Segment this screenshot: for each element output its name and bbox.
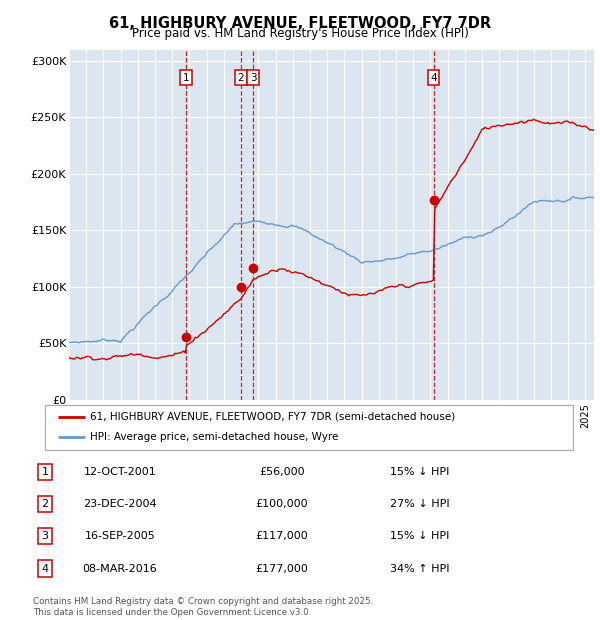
Text: £56,000: £56,000 <box>259 467 305 477</box>
Text: 15% ↓ HPI: 15% ↓ HPI <box>391 467 449 477</box>
Text: 16-SEP-2005: 16-SEP-2005 <box>85 531 155 541</box>
Text: 23-DEC-2004: 23-DEC-2004 <box>83 499 157 509</box>
Text: HPI: Average price, semi-detached house, Wyre: HPI: Average price, semi-detached house,… <box>90 432 338 443</box>
Text: 34% ↑ HPI: 34% ↑ HPI <box>390 564 450 574</box>
Text: 1: 1 <box>182 73 189 83</box>
Text: 4: 4 <box>41 564 49 574</box>
Text: 12-OCT-2001: 12-OCT-2001 <box>83 467 157 477</box>
Text: £100,000: £100,000 <box>256 499 308 509</box>
Text: 3: 3 <box>250 73 257 83</box>
Text: £117,000: £117,000 <box>256 531 308 541</box>
Text: 3: 3 <box>41 531 49 541</box>
Text: 2: 2 <box>41 499 49 509</box>
Text: 15% ↓ HPI: 15% ↓ HPI <box>391 531 449 541</box>
Text: Contains HM Land Registry data © Crown copyright and database right 2025.
This d: Contains HM Land Registry data © Crown c… <box>33 598 373 617</box>
Text: £177,000: £177,000 <box>256 564 308 574</box>
Text: Price paid vs. HM Land Registry's House Price Index (HPI): Price paid vs. HM Land Registry's House … <box>131 27 469 40</box>
Text: 27% ↓ HPI: 27% ↓ HPI <box>390 499 450 509</box>
Text: 2: 2 <box>238 73 244 83</box>
Text: 61, HIGHBURY AVENUE, FLEETWOOD, FY7 7DR: 61, HIGHBURY AVENUE, FLEETWOOD, FY7 7DR <box>109 16 491 30</box>
Text: 61, HIGHBURY AVENUE, FLEETWOOD, FY7 7DR (semi-detached house): 61, HIGHBURY AVENUE, FLEETWOOD, FY7 7DR … <box>90 412 455 422</box>
Text: 4: 4 <box>430 73 437 83</box>
Text: 08-MAR-2016: 08-MAR-2016 <box>83 564 157 574</box>
Text: 1: 1 <box>41 467 49 477</box>
